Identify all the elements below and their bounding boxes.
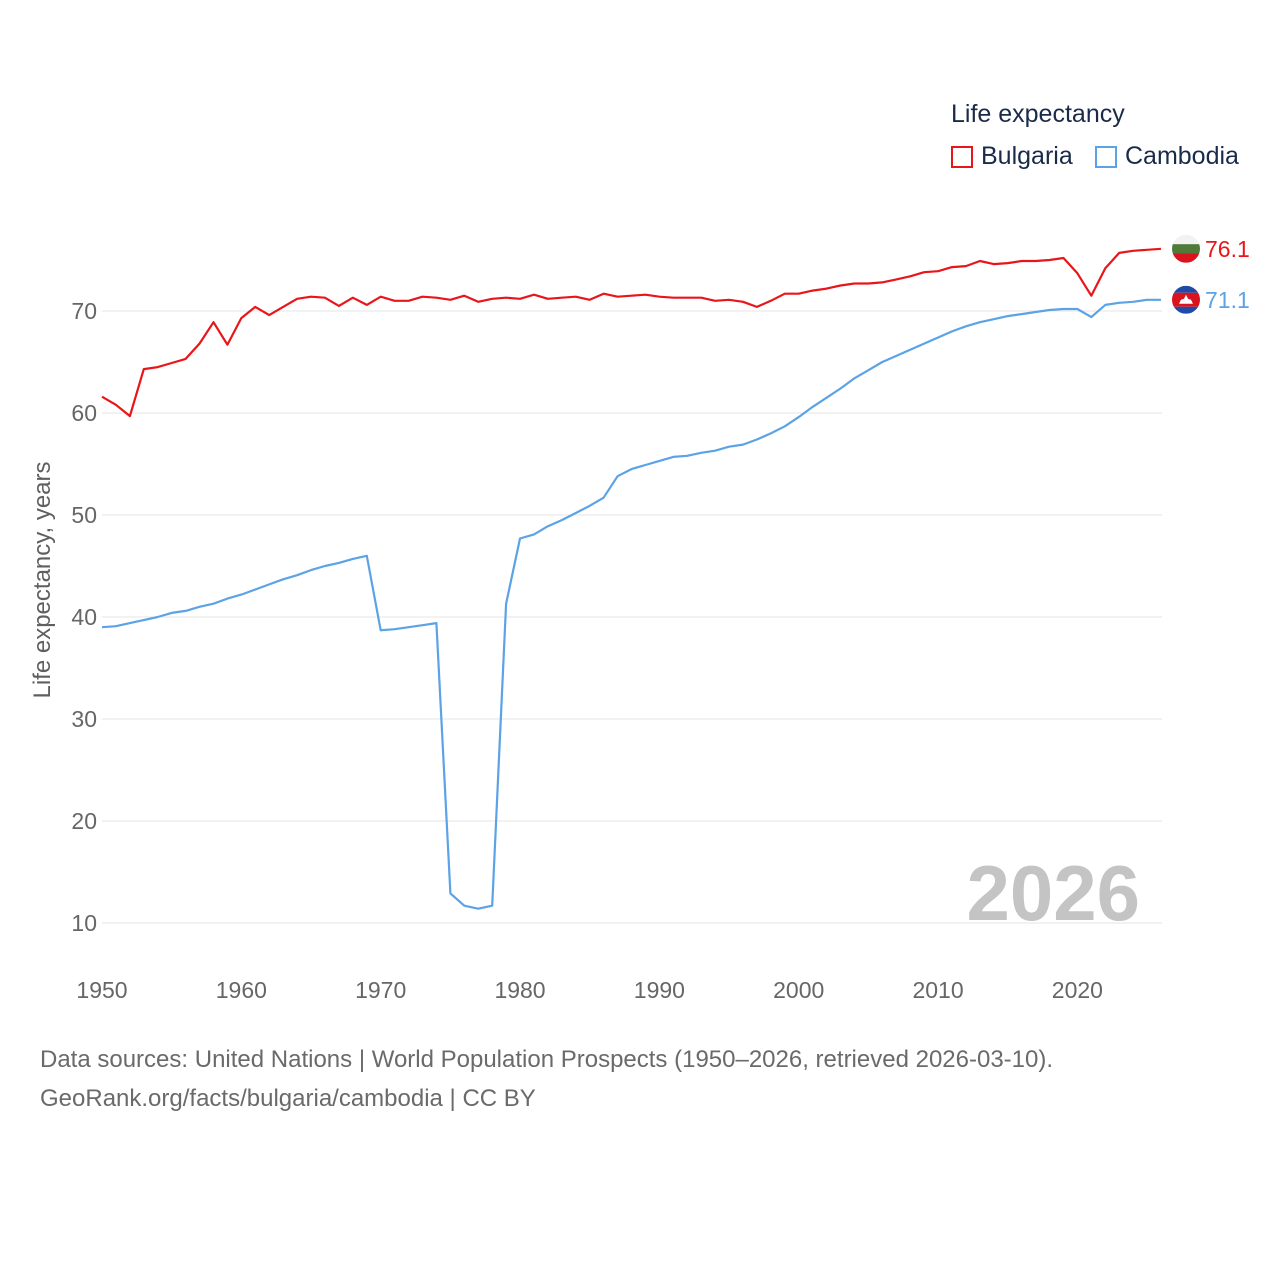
y-axis-ticks: 10 20 30 40 50 60 70 <box>71 298 97 936</box>
grid-lines <box>102 310 1162 924</box>
series-line-bulgaria <box>101 247 1162 418</box>
x-tick-label: 1990 <box>634 977 685 1003</box>
x-tick-label: 2000 <box>773 977 824 1003</box>
y-tick-label: 40 <box>71 604 97 630</box>
legend-item-cambodia[interactable]: Cambodia <box>1095 142 1239 171</box>
end-value-label-bulgaria: 76.1 <box>1205 236 1250 262</box>
bulgaria-swatch-icon <box>951 145 973 168</box>
y-tick-label: 30 <box>71 706 97 732</box>
y-tick-label: 60 <box>71 400 97 426</box>
y-tick-label: 10 <box>71 910 97 936</box>
legend-title: Life expectancy <box>951 100 1125 128</box>
footer-link[interactable]: GeoRank.org/facts/bulgaria/cambodia | CC… <box>40 1085 536 1112</box>
end-value-label-cambodia: 71.1 <box>1205 287 1250 313</box>
y-tick-label: 50 <box>71 502 97 528</box>
legend-label-cambodia: Cambodia <box>1125 142 1239 170</box>
x-tick-label: 1960 <box>216 977 267 1003</box>
x-tick-label: 1950 <box>76 977 127 1003</box>
series-lines <box>101 247 1162 910</box>
cambodia-flag-icon <box>1172 285 1200 314</box>
x-tick-label: 2010 <box>912 977 963 1003</box>
series-line-cambodia <box>101 298 1161 910</box>
series-end-markers: 76.1 71.1 <box>1172 234 1250 314</box>
footer-sources: Data sources: United Nations | World Pop… <box>40 1046 1054 1073</box>
y-axis-label: Life expectancy, years <box>29 461 56 698</box>
bulgaria-flag-icon <box>1172 234 1200 263</box>
x-tick-label: 2020 <box>1052 977 1103 1003</box>
x-axis-ticks: 1950 1960 1970 1980 1990 2000 2010 2020 <box>76 977 1103 1003</box>
x-tick-label: 1980 <box>494 977 545 1003</box>
cambodia-swatch-icon <box>1095 145 1117 168</box>
y-tick-label: 70 <box>71 298 97 324</box>
year-watermark: 2026 <box>966 849 1140 937</box>
legend-label-bulgaria: Bulgaria <box>981 142 1073 170</box>
y-tick-label: 20 <box>71 808 97 834</box>
x-tick-label: 1970 <box>355 977 406 1003</box>
legend-item-bulgaria[interactable]: Bulgaria <box>951 142 1073 171</box>
